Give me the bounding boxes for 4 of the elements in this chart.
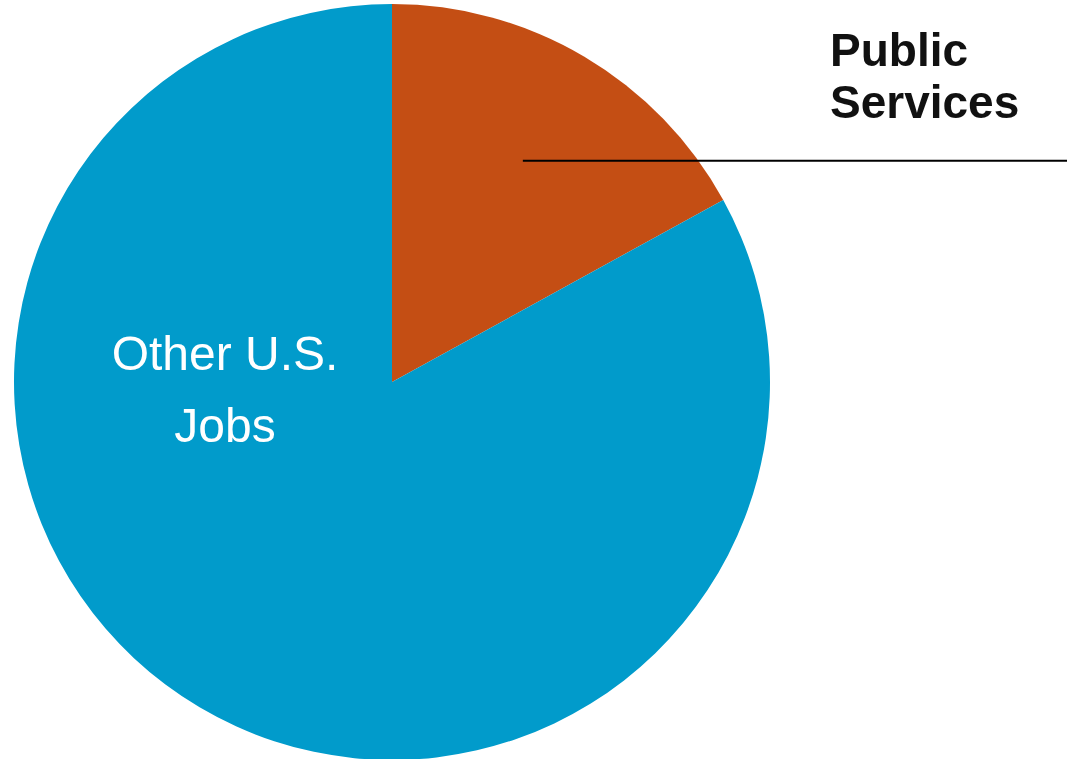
pie-slice bbox=[392, 4, 724, 382]
pie-slice bbox=[14, 4, 770, 759]
slice-label: Public Services bbox=[830, 23, 1020, 128]
slice-label: Other U.S. Jobs bbox=[111, 327, 339, 452]
